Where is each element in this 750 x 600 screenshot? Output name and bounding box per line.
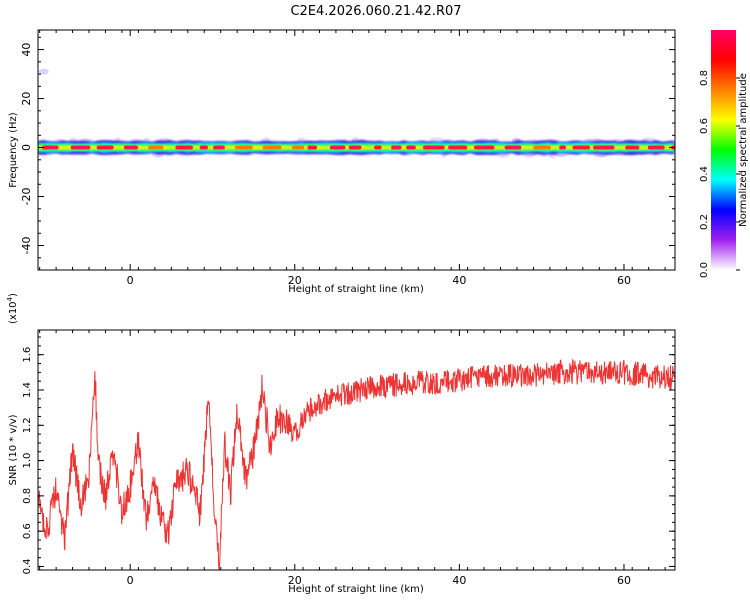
snr-multiplier-open: (x10	[8, 301, 19, 324]
spectrogram-hot-segment	[123, 145, 139, 150]
spectrogram-hot-segment	[262, 145, 282, 150]
snr-ytick-label: 1.6	[22, 347, 33, 363]
spectrogram-xtick-label: 60	[617, 274, 631, 287]
snr-ytick-label: 0.8	[22, 488, 33, 504]
spectrogram-hot-segment	[448, 145, 468, 150]
snr-ytick-label: 1.4	[22, 382, 33, 398]
spectrogram-hot-segment	[148, 145, 164, 150]
snr-frame	[37, 329, 676, 571]
colorbar-tick-label: 0.2	[699, 214, 710, 230]
spectrogram-hot-segment	[406, 145, 416, 150]
spectrogram-hot-segment	[422, 145, 445, 150]
spectrogram-ylabel: Frequency (Hz)	[8, 112, 19, 188]
spectrogram-frame	[37, 29, 676, 271]
snr-multiplier-exponent: 4	[6, 296, 14, 301]
spectrogram-ytick-label: -20	[20, 188, 33, 206]
colorbar-tick-label: 0.4	[699, 166, 710, 182]
spectrogram-hot-segment	[391, 145, 402, 150]
snr-xtick-label: 20	[288, 574, 302, 587]
spectrogram-hot-segment	[213, 145, 225, 150]
spectrogram-ytick-label: 0	[20, 144, 33, 151]
spectrogram-hot-segment	[96, 145, 114, 150]
colorbar: 0.0 0.2 0.4 0.6 0.8 Normalized spectral ampl…	[699, 30, 749, 278]
snr-panel: 0 20 40 60 0.4 0.6 0.8 1.0 1.2 1.4 1.6 Height of s…	[6, 293, 676, 595]
spectrogram-ticks: 0 20 40 60 -40 -20 0 20 40	[20, 30, 675, 287]
spectrogram-ytick-label: 20	[20, 92, 33, 106]
chart-title: C2E4.2026.060.21.42.R07	[290, 4, 461, 19]
snr-ytick-label: 0.6	[22, 523, 33, 539]
spectrogram-hot-segment	[593, 145, 615, 150]
spectrogram-hot-segment	[473, 145, 495, 150]
spectrogram-hot-segment	[348, 145, 362, 150]
spectrogram-panel: 0 20 40 60 -40 -20 0 20 40 Height of straight li…	[8, 29, 676, 295]
snr-ytick-label: 1.0	[22, 453, 33, 469]
spectrogram-hot-segment	[647, 145, 665, 150]
snr-ytick-label: 1.2	[22, 417, 33, 433]
colorbar-bar	[711, 30, 736, 270]
snr-multiplier-close: )	[8, 293, 19, 297]
spectrogram-hot-segment	[234, 145, 253, 150]
snr-ytick-label: 0.4	[22, 559, 33, 575]
snr-xtick-label: 0	[127, 574, 134, 587]
spectrogram-xtick-label: 20	[288, 274, 302, 287]
spectrogram-ytick-label: 40	[20, 43, 33, 57]
colorbar-ticks: 0.0 0.2 0.4 0.6 0.8	[699, 70, 740, 278]
spectrogram-hot-segment	[625, 145, 640, 150]
snr-xtick-label: 60	[617, 574, 631, 587]
spectrogram-heatmap	[38, 68, 675, 159]
spectrogram-hot-segment	[329, 145, 346, 150]
spectrogram-stray-spot	[38, 68, 49, 75]
spectrogram-hot-segment	[533, 145, 551, 150]
spectrogram-hot-segment	[175, 145, 193, 150]
snr-ylabel: SNR (10 * v/v)	[8, 414, 19, 485]
colorbar-label: Normalized spectral amplitude	[738, 73, 749, 227]
colorbar-tick-label: 0.0	[699, 262, 710, 278]
snr-xlabel: Height of straight line (km)	[288, 584, 424, 595]
spectrogram-hot-segment	[504, 145, 522, 150]
spectrogram-hot-segment	[70, 145, 91, 150]
spectrogram-hot-segment	[307, 145, 318, 150]
spectrogram-hot-segment	[559, 145, 566, 150]
spectrogram-ytick-label: -40	[20, 237, 33, 255]
spectrogram-hot-segment	[374, 145, 382, 150]
snr-multiplier: (x104)	[6, 293, 19, 324]
snr-series-line	[38, 358, 675, 570]
spectrogram-hot-segment	[291, 145, 305, 150]
colorbar-tick-label: 0.8	[699, 70, 710, 86]
snr-ticks: 0 20 40 60 0.4 0.6 0.8 1.0 1.2 1.4 1.6	[22, 330, 675, 587]
spectrogram-hot-segment	[572, 145, 590, 150]
spectrogram-xtick-label: 0	[127, 274, 134, 287]
spectrogram-hot-segment	[42, 145, 59, 150]
spectrogram-xtick-label: 40	[452, 274, 466, 287]
spectrogram-xlabel: Height of straight line (km)	[288, 284, 424, 295]
snr-xtick-label: 40	[452, 574, 466, 587]
colorbar-tick-label: 0.6	[699, 118, 710, 134]
spectrogram-hot-segment	[199, 145, 208, 150]
